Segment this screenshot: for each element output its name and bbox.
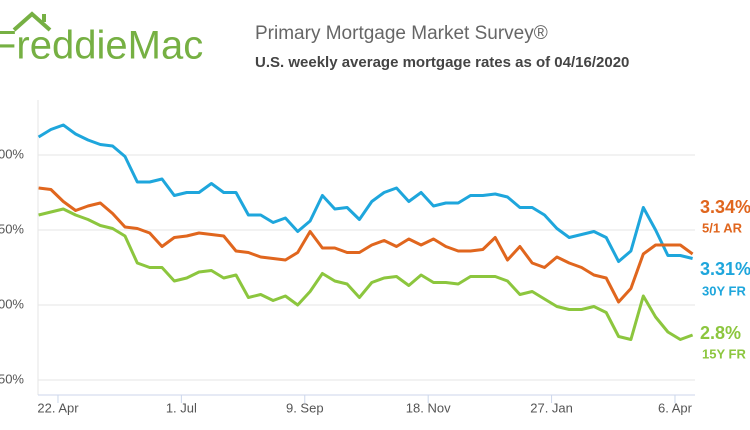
chart-title: Primary Mortgage Market Survey® xyxy=(255,23,548,44)
x-tick-label: 6. Apr xyxy=(658,400,693,415)
x-tick-label: 9. Sep xyxy=(286,400,324,415)
end-label: 2.8% xyxy=(700,323,741,343)
legend-label: 5/1 AR xyxy=(702,220,743,235)
chart-subtitle: U.S. weekly average mortgage rates as of… xyxy=(255,54,629,71)
house-roof xyxy=(12,11,52,32)
logo: FreddieMac xyxy=(0,24,203,68)
end-label: 3.31% xyxy=(700,259,750,279)
end-label: 3.34% xyxy=(700,197,750,217)
series-line xyxy=(38,207,694,341)
x-tick-label: 1. Jul xyxy=(166,400,197,415)
x-tick-label: 22. Apr xyxy=(37,400,79,415)
y-tick-label: 3.00% xyxy=(0,296,24,311)
legend-label: 30Y FR xyxy=(702,283,746,298)
logo-house xyxy=(12,11,52,32)
legend-label: 15Y FR xyxy=(702,346,746,361)
x-tick-label: 18. Nov xyxy=(406,400,451,415)
series-line xyxy=(37,123,693,263)
y-tick-label: 2.50% xyxy=(0,371,24,386)
x-tick-label: 27. Jan xyxy=(530,400,573,415)
y-tick-label: 3.50% xyxy=(0,221,24,236)
series-line xyxy=(38,186,694,304)
y-tick-label: 4.00% xyxy=(0,146,24,161)
